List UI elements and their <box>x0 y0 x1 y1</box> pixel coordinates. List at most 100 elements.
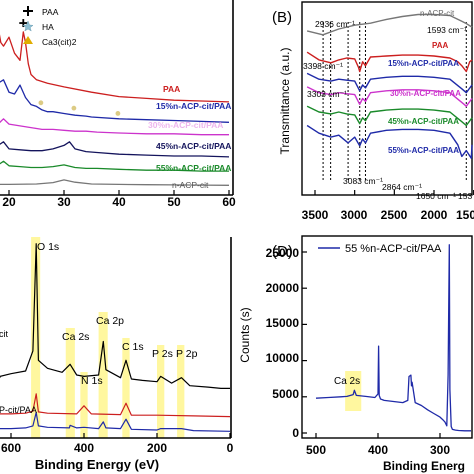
panel-d: (D) 55 %n-ACP-cit/PAA Ca 2s Counts (s) 2… <box>238 235 473 473</box>
panel-a-series-30-n-acp-cit-paa <box>0 118 229 136</box>
panel-b-label-15: 15%n-ACP-cit/PAA <box>388 59 459 68</box>
panel-b-label-30: 30%n-ACP-cit/PAA <box>390 89 461 98</box>
panel-c-label-ca2s: Ca 2s <box>62 331 89 343</box>
panel-a-marker-ha-4 <box>115 111 121 116</box>
panel-d-ytick-5000: 5000 <box>272 387 299 401</box>
panel-a-label-55: 55%n-ACP-cit/PAA <box>156 163 231 173</box>
panel-d-xtick-400: 400 <box>368 443 388 457</box>
panel-d-ytick-15000: 15000 <box>266 316 300 330</box>
panel-c-band-c-1s <box>122 338 130 438</box>
panel-c-series <box>0 243 231 432</box>
panel-a-tick-30: 30 <box>57 195 71 209</box>
annotation-2864: 2864 cm⁻¹ <box>382 182 422 192</box>
panel-d-series <box>315 244 471 432</box>
panel-c-highlight-bands <box>31 237 185 438</box>
panel-a-series-55-n-acp-cit-paa <box>0 160 229 172</box>
panel-a-tick-60: 60 <box>222 195 236 209</box>
panel-a-marker-ha-2 <box>38 100 44 106</box>
panel-b-tick-1500: 150 <box>456 208 474 222</box>
panel-c-x-ticks <box>10 433 231 438</box>
panel-c-series-55-n-acp-cit-paa <box>0 411 231 432</box>
panel-b-series-45-n-acp-cit-paa-4 <box>306 105 473 127</box>
panel-b-letter: (B) <box>272 9 292 26</box>
panel-b-series-55-n-acp-cit-paa-5 <box>306 124 473 159</box>
panel-b-series <box>306 13 473 159</box>
panel-c-band-ca-2s <box>65 328 75 438</box>
panel-b-tick-3500: 3500 <box>302 208 329 222</box>
legend-cacit-triangle-icon <box>23 36 33 44</box>
panel-b: (B) Transmittance (a.u.) n-ACP-cit PAA 1… <box>272 1 474 222</box>
panel-a-legend: PAA HA Ca3(cit)2 <box>22 6 77 47</box>
annotation-1593: 1593 cm⁻¹ <box>427 25 467 35</box>
panel-d-ytick-10000: 10000 <box>266 351 300 365</box>
panel-c-side-label-paa: P-cit/PAA <box>0 405 37 415</box>
panel-a-label-15: 15%n-ACP-cit/PAA <box>156 101 231 111</box>
panel-c-tick-600: 600 <box>1 441 21 455</box>
panel-a-label-45: 45%n-ACP-cit/PAA <box>156 141 231 151</box>
panel-c-tick-200: 200 <box>147 441 167 455</box>
panel-a-label-paa: PAA <box>163 84 180 94</box>
panel-d-xlabel: Binding Energ <box>383 459 465 473</box>
panel-a-series-45-n-acp-cit-paa <box>0 141 230 158</box>
panel-c-label-p2s: P 2s <box>152 348 173 360</box>
panel-d-peak-label: Ca 2s <box>334 376 360 387</box>
legend-paa-plus-icon <box>23 6 33 16</box>
panel-a-x-ticks <box>8 190 230 195</box>
panel-b-tick-2500: 2500 <box>381 208 408 222</box>
panel-d-legend-label: 55 %n-ACP-cit/PAA <box>345 243 442 255</box>
panel-a-series-paa <box>0 31 230 103</box>
panel-c-label-c1s: C 1s <box>122 341 144 353</box>
panel-b-series-15-n-acp-cit-paa-2 <box>306 72 473 94</box>
panel-b-series-paa-1 <box>306 51 473 73</box>
panel-b-label-45: 45%n-ACP-cit/PAA <box>388 117 459 126</box>
annotation-2936: 2936 cm⁻¹ <box>315 19 355 29</box>
panel-a: PAA HA Ca3(cit)2 PAA 15%n-ACP-cit/PAA 30… <box>0 0 236 209</box>
panel-c-label-n1s: N 1s <box>81 375 103 387</box>
annotation-3303: 3303 cm⁻¹ <box>307 89 347 99</box>
panel-c-side-label-cit: cit <box>0 329 8 339</box>
panel-a-tick-40: 40 <box>112 195 126 209</box>
panel-c-label-p2p: P 2p <box>176 348 198 360</box>
panel-a-series-15-n-acp-cit-paa <box>0 79 230 123</box>
panel-a-tick-20: 20 <box>2 195 16 209</box>
panel-c-band-o-1s <box>31 237 41 438</box>
panel-c-series-n-acp-cit <box>0 243 230 389</box>
panel-b-label-paa: PAA <box>432 41 449 50</box>
panel-b-tick-2000: 2000 <box>421 208 448 222</box>
annotation-3083: 3083 cm⁻¹ <box>343 176 383 186</box>
panel-d-ytick-20000: 20000 <box>266 281 300 295</box>
panel-c-series-paa <box>0 393 231 418</box>
panel-b-tick-3000: 3000 <box>341 208 368 222</box>
panel-d-letter: (D) <box>272 243 293 260</box>
panel-c-band-ca-2p <box>98 312 108 438</box>
panel-d-ytick-0: 0 <box>292 426 299 440</box>
annotation-3398: 3398 cm⁻¹ <box>303 61 343 71</box>
legend-ha-label: HA <box>42 22 54 32</box>
panel-a-series <box>0 31 230 186</box>
panel-c-band-n-1s <box>80 372 88 438</box>
panel-a-markers <box>19 19 121 116</box>
annotation-1650: 1650 cm⁻¹ <box>416 191 456 201</box>
panel-c-tick-0: 0 <box>227 441 234 455</box>
annotation-153: 153 <box>458 191 472 201</box>
panel-d-ytick-25000: 25000 <box>266 246 300 260</box>
panel-d-xtick-300: 300 <box>430 443 450 457</box>
panel-c-xlabel: Binding Energy (eV) <box>35 457 159 472</box>
panel-d-ticks <box>302 251 441 438</box>
panel-a-marker-ha-3 <box>71 105 77 111</box>
panel-d-band-ca-2s <box>345 371 362 411</box>
panel-b-label-55: 55%n-ACP-cit/PAA <box>388 146 459 155</box>
legend-paa-label: PAA <box>42 7 59 17</box>
panel-a-series-n-acp-cit <box>0 179 230 186</box>
legend-cacit-label: Ca3(cit)2 <box>42 37 77 47</box>
panel-a-tick-50: 50 <box>167 195 181 209</box>
panel-b-ylabel: Transmittance (a.u.) <box>278 48 292 155</box>
panel-d-xtick-500: 500 <box>306 443 326 457</box>
panel-a-label-30: 30%n-ACP-cit/PAA <box>148 120 223 130</box>
panel-b-series-n-acp-cit-0 <box>306 13 473 36</box>
panel-c-band-p-2s <box>157 345 165 438</box>
panel-d-series-55-n-acp-cit-paa <box>315 244 471 432</box>
panel-a-label-nacp: n-ACP-cit <box>172 180 209 190</box>
